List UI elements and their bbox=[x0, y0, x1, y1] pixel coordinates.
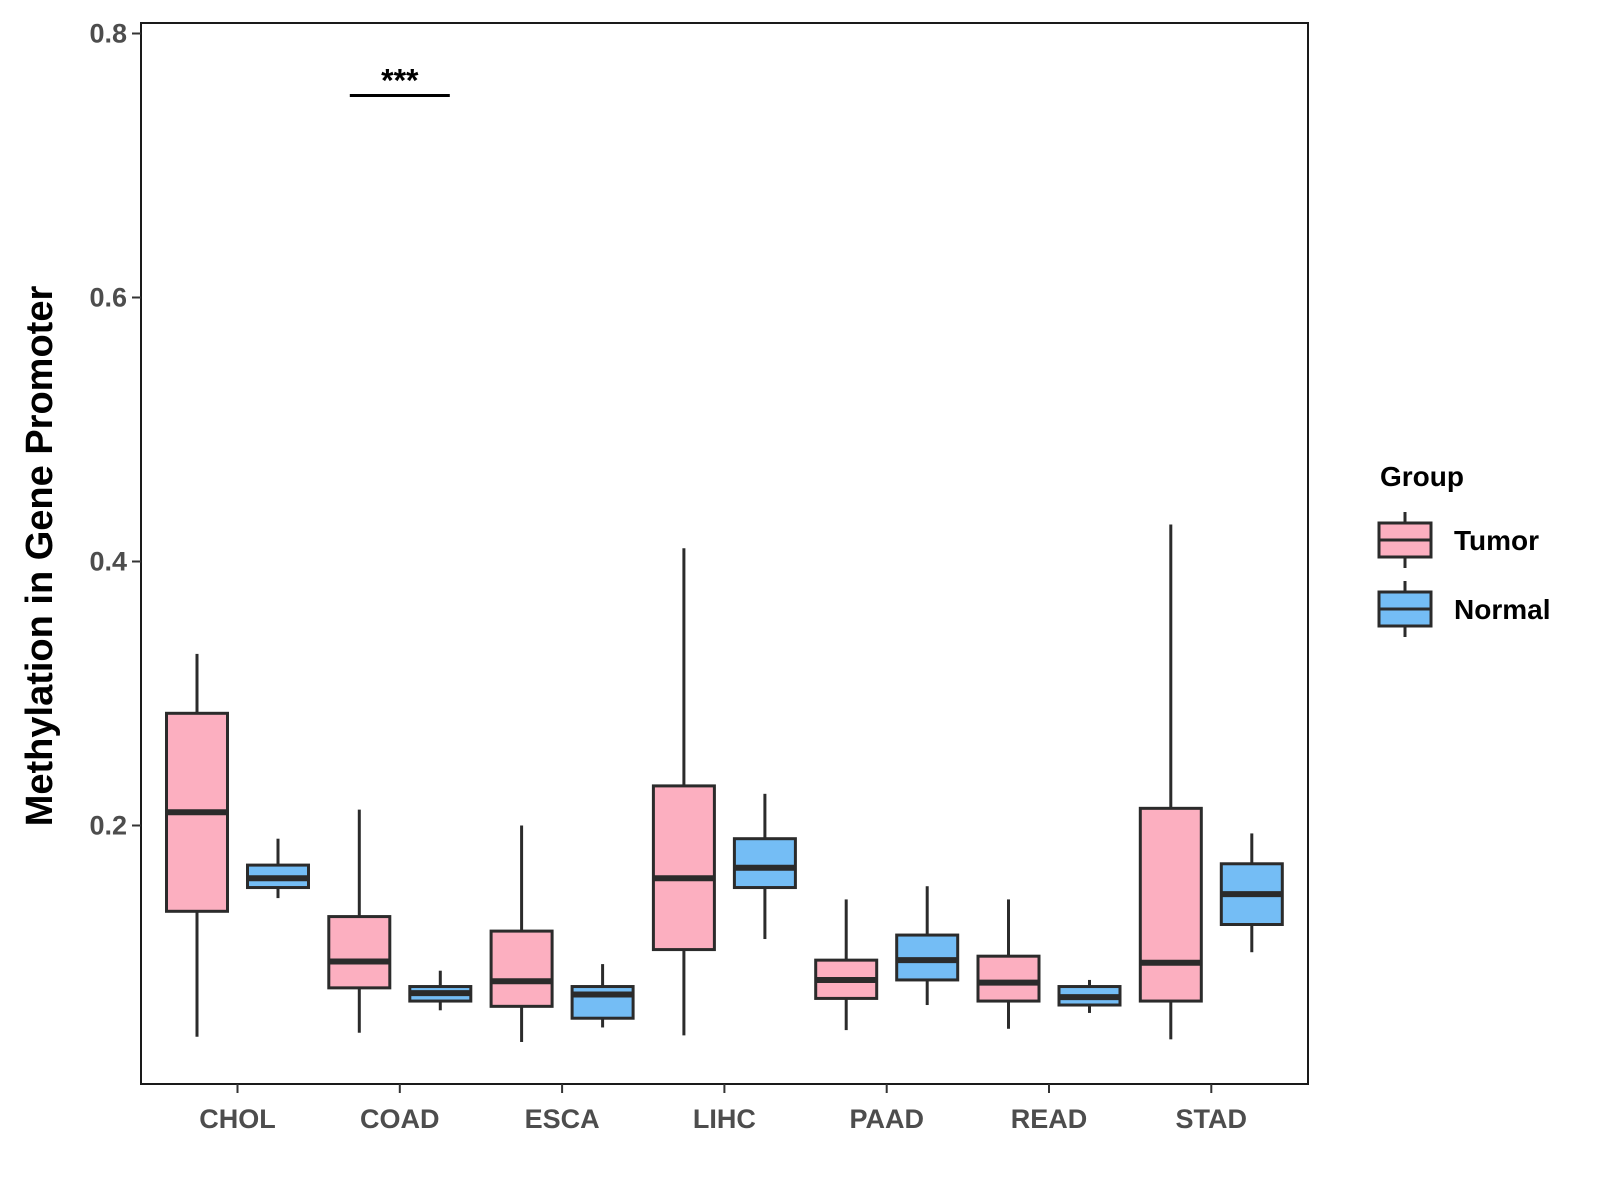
plot-panel bbox=[140, 22, 1309, 1085]
legend-label: Tumor bbox=[1454, 525, 1539, 556]
box-normal-paad bbox=[895, 886, 960, 1006]
y-tick-label: 0.2 bbox=[89, 811, 127, 841]
x-tick-label: STAD bbox=[1176, 1104, 1248, 1134]
x-axis: CHOL COAD ESCA LIHC PAAD READ STAD bbox=[199, 1084, 1247, 1134]
legend-label: Normal bbox=[1454, 594, 1550, 625]
x-tick-label: CHOL bbox=[199, 1104, 276, 1134]
box-body bbox=[570, 985, 635, 1020]
box-body bbox=[1138, 806, 1203, 1003]
box-series bbox=[165, 524, 1284, 1042]
box-tumor-lihc bbox=[651, 548, 716, 1036]
x-tick-label: ESCA bbox=[525, 1104, 600, 1134]
y-tick-label: 0.8 bbox=[89, 19, 127, 49]
plot-area bbox=[140, 22, 1309, 1085]
significance-annotations: *** bbox=[349, 63, 450, 99]
box-body bbox=[489, 929, 554, 1008]
box-tumor-esca bbox=[489, 825, 554, 1042]
box-tumor-read bbox=[976, 899, 1041, 1029]
box-tumor-coad bbox=[327, 809, 392, 1033]
y-tick-label: 0.6 bbox=[89, 283, 127, 313]
box-body bbox=[651, 784, 716, 952]
legend-item-tumor: Tumor bbox=[1377, 512, 1539, 568]
y-tick-label: 0.4 bbox=[89, 547, 127, 577]
box-body bbox=[327, 915, 392, 990]
box-normal-lihc bbox=[732, 793, 797, 940]
y-axis: 0.2 0.4 0.6 0.8 bbox=[89, 19, 141, 841]
box-normal-stad bbox=[1219, 833, 1284, 953]
x-tick-label: READ bbox=[1011, 1104, 1088, 1134]
legend: Group Tumor Normal bbox=[1377, 461, 1550, 637]
box-body bbox=[976, 954, 1041, 1003]
x-tick-label: PAAD bbox=[849, 1104, 924, 1134]
box-normal-coad bbox=[408, 970, 473, 1011]
box-tumor-paad bbox=[814, 899, 879, 1031]
box-tumor-stad bbox=[1138, 524, 1203, 1040]
box-normal-read bbox=[1057, 979, 1122, 1013]
legend-title: Group bbox=[1380, 461, 1464, 492]
legend-item-normal: Normal bbox=[1377, 581, 1550, 637]
box-normal-esca bbox=[570, 964, 635, 1028]
box-body bbox=[732, 837, 797, 890]
box-tumor-chol bbox=[165, 653, 229, 1037]
box-normal-chol bbox=[246, 838, 310, 899]
x-tick-label: LIHC bbox=[693, 1104, 756, 1134]
significance-stars: *** bbox=[381, 63, 419, 99]
y-axis-title: Methylation in Gene Promoter bbox=[19, 286, 61, 827]
x-tick-label: COAD bbox=[360, 1104, 440, 1134]
